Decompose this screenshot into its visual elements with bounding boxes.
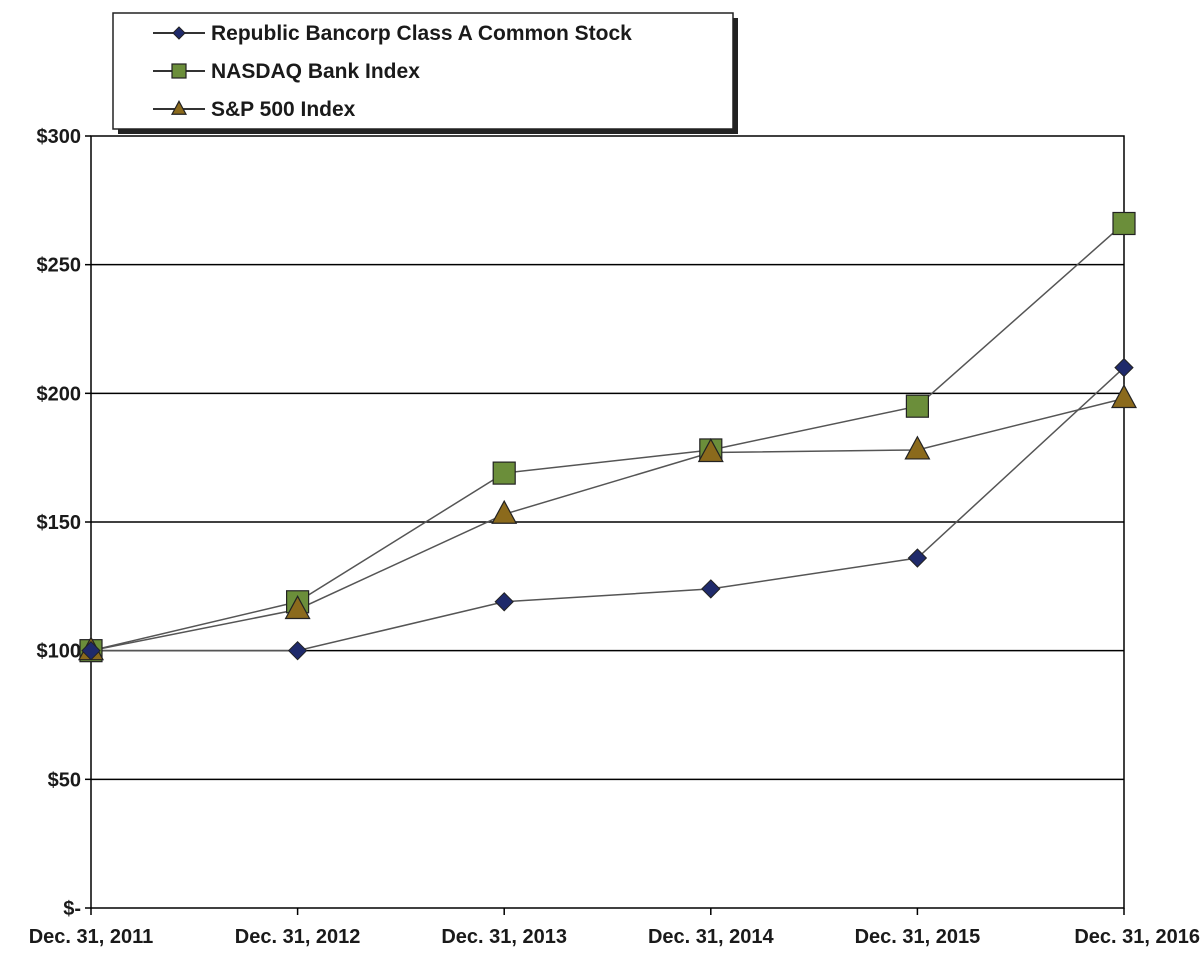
legend-label: NASDAQ Bank Index — [211, 60, 420, 83]
legend-marker — [170, 100, 188, 115]
series-markers — [81, 357, 1134, 661]
legend: Republic Bancorp Class A Common Stock NAS… — [112, 12, 738, 134]
data-point-marker — [287, 640, 308, 661]
data-point-marker — [904, 435, 931, 460]
y-tick-label: $100 — [37, 641, 82, 663]
series-line — [91, 367, 1125, 652]
data-point-marker — [697, 438, 724, 463]
data-point-marker — [492, 461, 516, 485]
data-point-marker — [491, 499, 518, 524]
series-lines — [77, 211, 1138, 663]
legend-marker — [171, 63, 187, 79]
data-point-marker — [494, 592, 514, 612]
y-axis-ticks: $- $50 $100 $150 $200 $250 $300 — [37, 126, 91, 920]
legend-box — [112, 12, 734, 130]
data-point-marker — [701, 579, 721, 599]
legend-label: S&P 500 Index — [211, 98, 356, 121]
data-point-marker — [1114, 357, 1134, 378]
series-line — [90, 397, 1125, 652]
x-tick-label: Dec. 31, 2012 — [235, 926, 361, 948]
data-point-marker — [907, 548, 928, 568]
data-point-marker — [284, 595, 311, 620]
x-tick-label: Dec. 31, 2015 — [855, 926, 981, 948]
x-axis-ticks: Dec. 31, 2011 Dec. 31, 2012 Dec. 31, 2013 D… — [29, 908, 1200, 948]
y-tick-label: $150 — [37, 512, 82, 534]
data-point-marker — [1110, 384, 1138, 409]
series-line — [90, 222, 1125, 652]
y-tick-label: $50 — [48, 769, 81, 791]
y-tick-label: $250 — [37, 255, 82, 277]
legend-marker — [172, 26, 186, 40]
x-tick-label: Dec. 31, 2016 — [1074, 926, 1200, 948]
data-point-marker — [905, 394, 930, 418]
x-tick-label: Dec. 31, 2013 — [441, 926, 567, 948]
x-tick-label: Dec. 31, 2011 — [29, 926, 154, 948]
y-tick-label: $200 — [37, 383, 82, 405]
data-point-marker — [1112, 211, 1136, 236]
data-point-marker — [81, 640, 101, 661]
x-tick-label: Dec. 31, 2014 — [648, 926, 775, 948]
legend-label: Republic Bancorp Class A Common Stock — [211, 22, 632, 45]
y-tick-label: $- — [63, 898, 81, 920]
y-tick-label: $300 — [37, 126, 82, 148]
